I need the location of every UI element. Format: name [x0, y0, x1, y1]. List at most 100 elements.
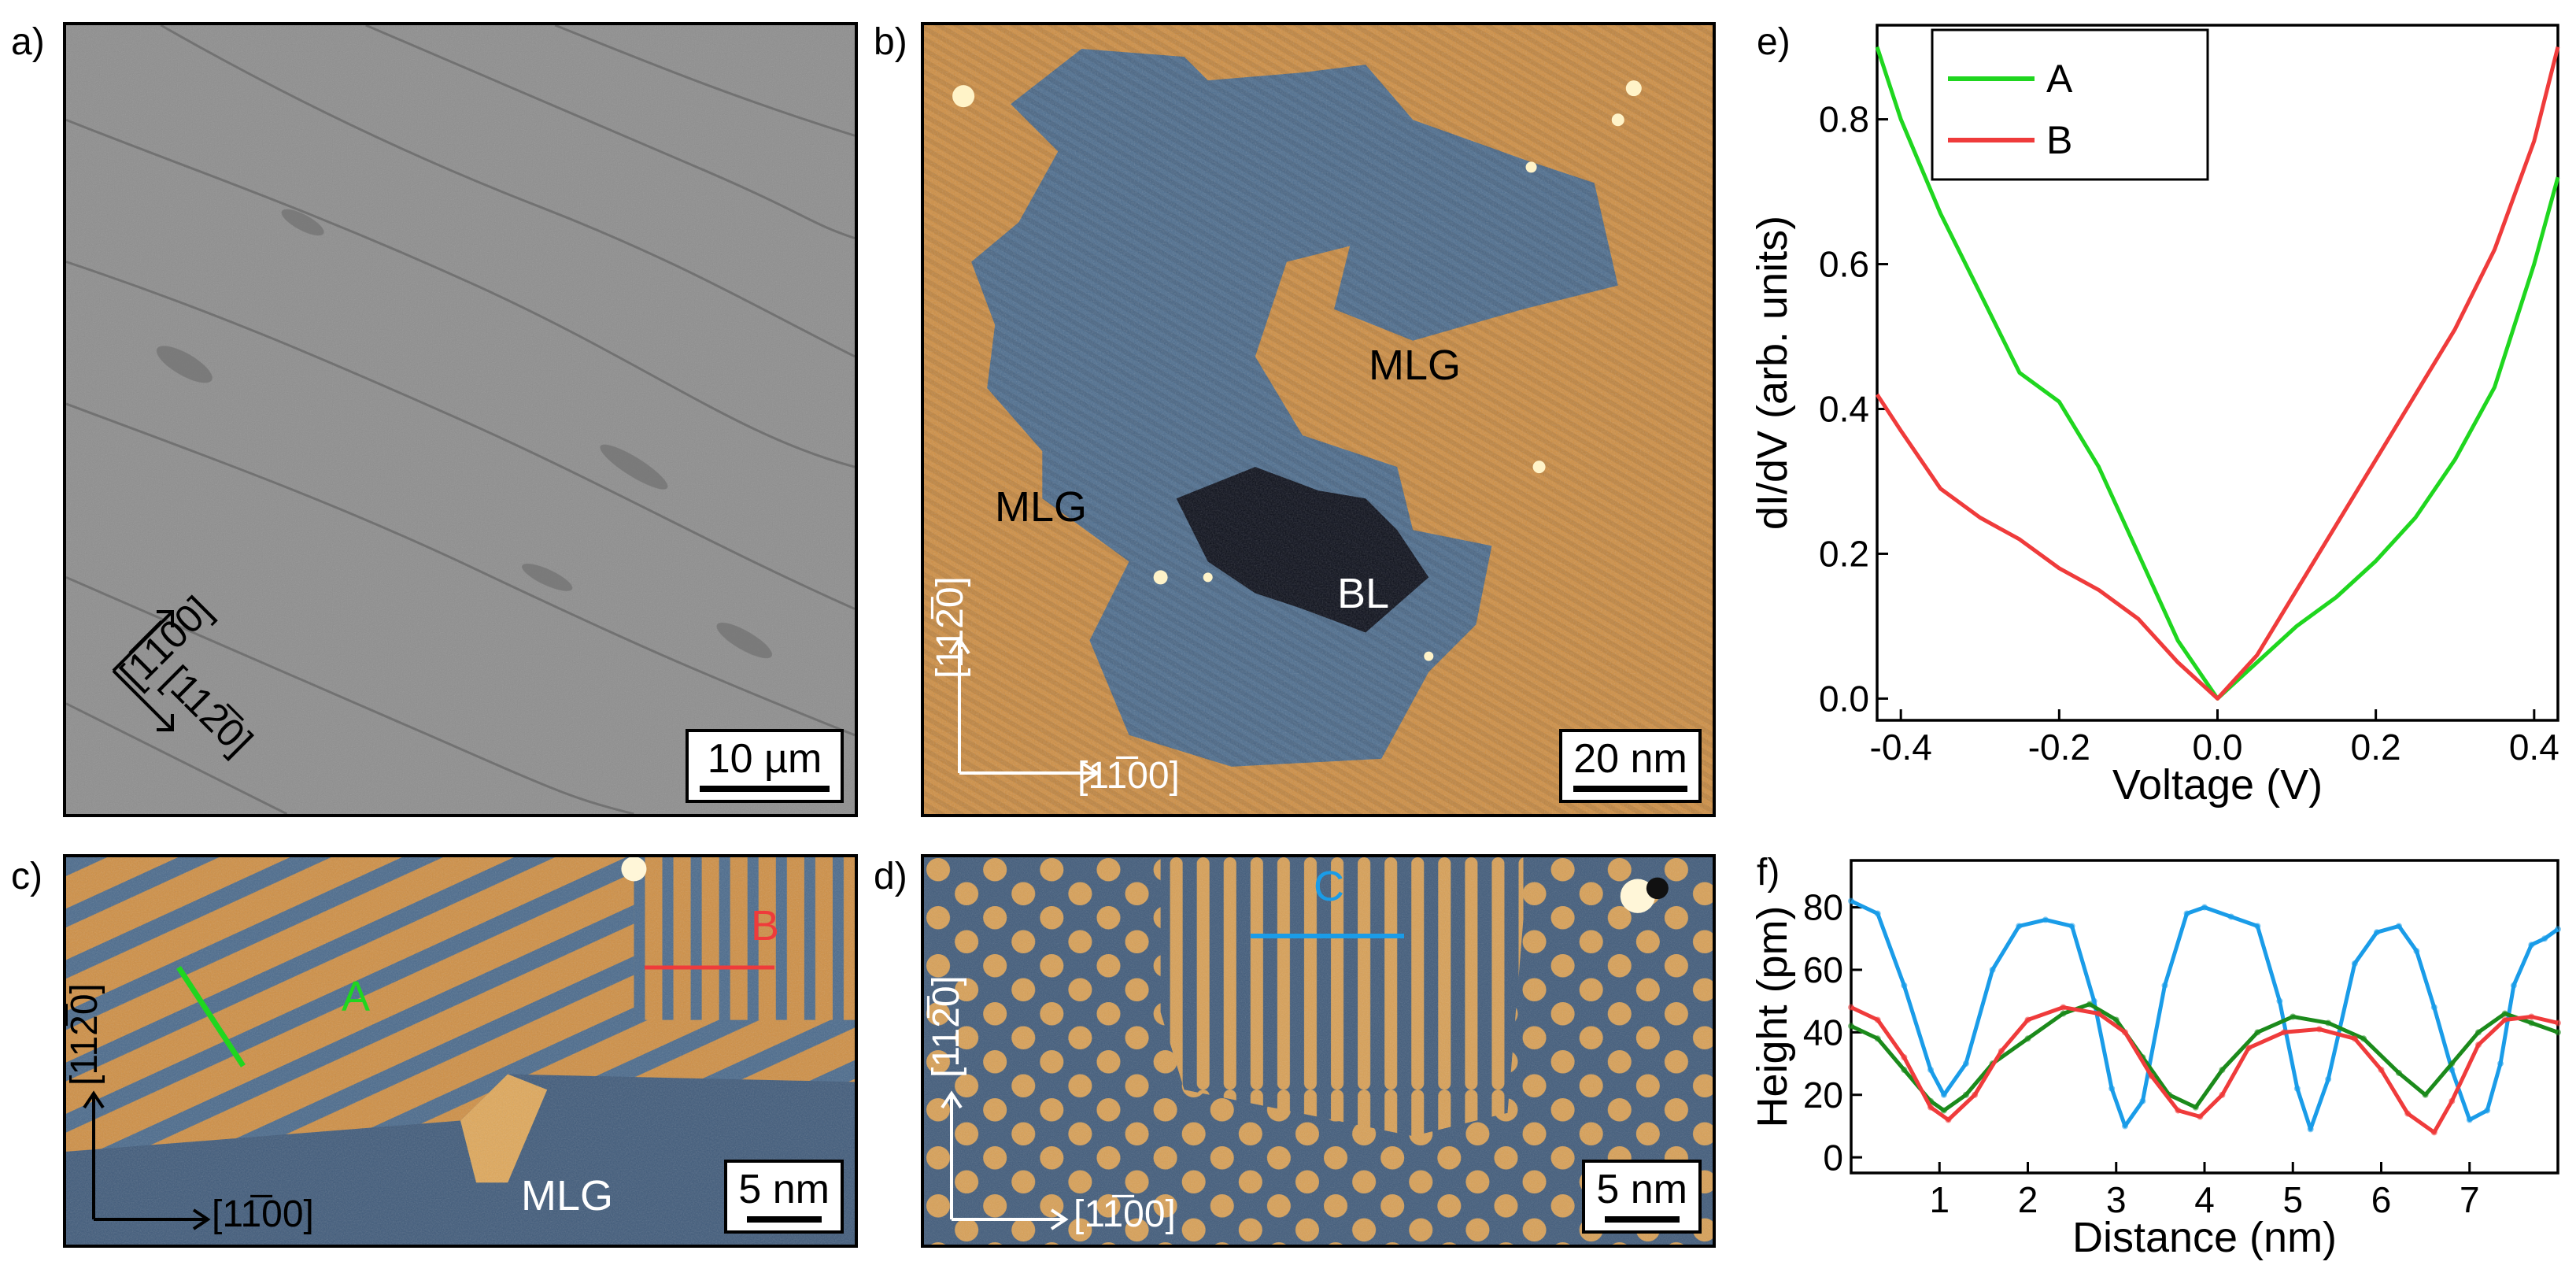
panel-label-a: a) — [11, 21, 45, 63]
data-point-A — [2528, 1019, 2535, 1027]
y-tick-label: 0.4 — [1819, 389, 1869, 430]
axis-arrows-d — [941, 1090, 1069, 1230]
y-tick-label: 80 — [1803, 887, 1843, 928]
x-tick-label: 4 — [2194, 1179, 2215, 1220]
data-point-B — [1998, 1048, 2005, 1055]
data-point-A — [2024, 1035, 2031, 1042]
data-point-C — [1962, 1060, 1969, 1067]
data-point-A — [1962, 1091, 1969, 1098]
data-point-B — [2245, 1045, 2253, 1052]
series-line-C — [1850, 899, 2559, 1131]
data-point-B — [2148, 1072, 2155, 1079]
scale-bar-b: 20 nm — [1559, 729, 1702, 803]
x-tick-label: 0.2 — [2351, 727, 2401, 768]
data-point-B — [1848, 1004, 1854, 1011]
data-point-A — [1940, 1107, 1947, 1114]
data-point-B — [1927, 1104, 1935, 1111]
data-point-B — [2378, 1066, 2385, 1073]
data-point-B — [2281, 1029, 2288, 1036]
stm-topography-c — [66, 857, 855, 1245]
data-point-A — [2555, 1029, 2561, 1036]
axis-label-horizontal-b: [11̅00] — [1077, 755, 1180, 797]
x-tick-label: 0.0 — [2193, 727, 2243, 768]
label-line-c: C — [1314, 863, 1344, 910]
chart-e-dIdV: -0.4 -0.2 0.0 0.2 0.4 0.0 0.2 0.4 0.6 0.8 Voltage … — [1749, 24, 2560, 808]
series-line-A — [1850, 1002, 2559, 1113]
label-bilayer: BL — [1337, 570, 1390, 617]
scale-label-c: 5 nm — [738, 1167, 830, 1212]
data-point-C — [2254, 923, 2261, 930]
x-tick-label: -0.2 — [2028, 727, 2090, 768]
data-point-C — [2351, 960, 2358, 967]
axis-label-horizontal-c: [11̅00] — [212, 1193, 314, 1235]
profile-line-a — [176, 966, 246, 1067]
axis-label-vertical-c: [112̅0] — [64, 983, 105, 1086]
x-tick-label: -0.4 — [1870, 727, 1932, 768]
data-point-A — [2501, 1010, 2508, 1017]
data-point-A — [2395, 1069, 2402, 1076]
data-point-C — [2139, 1097, 2146, 1104]
data-point-C — [2227, 913, 2234, 920]
panel-label-e: e) — [1757, 21, 1791, 63]
label-line-a: A — [342, 973, 371, 1020]
stm-topography-b — [924, 25, 1713, 814]
data-point-C — [2276, 997, 2283, 1004]
x-axis-label: Distance (nm) — [2072, 1214, 2337, 1261]
data-point-C — [2307, 1126, 2314, 1133]
x-tick-label: 5 — [2282, 1179, 2303, 1220]
y-tick-label: 60 — [1803, 949, 1843, 990]
axis-label-vertical-b: [112̅0] — [930, 576, 971, 679]
data-point-A — [2360, 1035, 2367, 1042]
scale-label-b: 20 nm — [1573, 736, 1687, 782]
panel-label-f: f) — [1757, 852, 1780, 893]
data-point-B — [2121, 1029, 2128, 1036]
legend-box — [1931, 28, 2209, 181]
data-point-B — [2095, 1010, 2102, 1017]
data-point-B — [2474, 1041, 2482, 1049]
x-tick-label: 1 — [1929, 1179, 1950, 1220]
data-point-A — [1874, 1035, 1881, 1042]
data-point-C — [1901, 982, 1908, 989]
data-point-C — [2484, 1107, 2491, 1114]
x-axis-label: Voltage (V) — [2112, 761, 2323, 808]
data-point-C — [2201, 904, 2208, 911]
y-tick-label: 0.2 — [1819, 534, 1869, 575]
data-point-C — [2068, 923, 2075, 930]
data-point-B — [1901, 1054, 1908, 1061]
data-point-B — [2060, 1004, 2067, 1011]
y-axis-label: dI/dV (arb. units) — [1749, 216, 1796, 530]
y-tick-label: 0 — [1823, 1137, 1843, 1178]
data-point-B — [2555, 1019, 2561, 1027]
data-point-B — [1972, 1091, 1979, 1098]
data-point-C — [2373, 929, 2380, 936]
data-point-C — [1989, 966, 1996, 973]
data-point-A — [2192, 1104, 2199, 1111]
data-point-C — [2108, 1085, 2116, 1092]
data-point-A — [1848, 1023, 1854, 1030]
axis-label-vertical-d: [112̅0] — [926, 975, 967, 1078]
data-point-B — [2219, 1091, 2226, 1098]
data-point-A — [2112, 1016, 2120, 1023]
y-tick-label: 40 — [1803, 1012, 1843, 1053]
data-point-A — [2254, 1029, 2261, 1036]
data-point-C — [2395, 923, 2402, 930]
data-point-C — [2413, 948, 2420, 955]
stm-image-panel-b: MLG MLG BL [112̅0] [11̅00] 20 nm — [921, 22, 1716, 817]
label-line-b: B — [751, 902, 780, 949]
data-point-C — [2161, 982, 2168, 989]
axis-arrows-c — [83, 1090, 211, 1230]
data-point-C — [2121, 1123, 2128, 1130]
stm-image-panel-c: A B MLG [112̅0] [11̅00] 5 nm — [63, 854, 858, 1248]
data-point-B — [2024, 1016, 2031, 1023]
scale-bar: 10 µm — [686, 729, 844, 803]
series-line-B — [1875, 46, 2560, 701]
data-point-B — [2528, 1013, 2535, 1020]
y-tick-label: 0.0 — [1819, 679, 1869, 720]
scale-bar-d: 5 nm — [1582, 1160, 1702, 1234]
data-point-C — [2183, 910, 2190, 917]
data-point-C — [2497, 1060, 2504, 1067]
data-point-A — [2060, 1010, 2067, 1017]
chart-f-height-profile: 1 2 3 4 5 6 7 0 20 40 60 80 Distance (nm) Height (pm) — [1749, 859, 2561, 1261]
data-point-C — [2325, 1075, 2332, 1082]
data-point-A — [2086, 1001, 2094, 1008]
